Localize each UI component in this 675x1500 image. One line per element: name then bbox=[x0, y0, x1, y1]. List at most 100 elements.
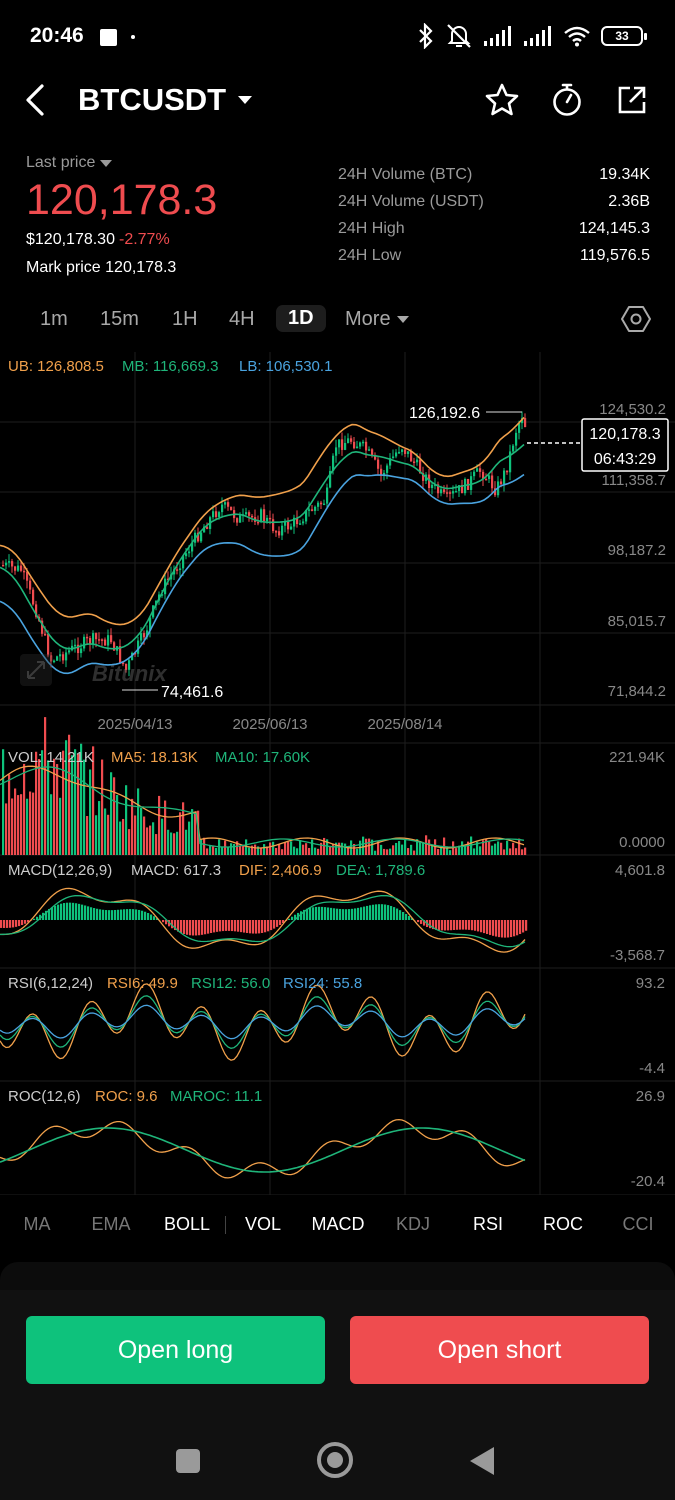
candle bbox=[395, 452, 398, 457]
chart-settings-icon[interactable] bbox=[621, 304, 651, 334]
recent-apps-icon[interactable] bbox=[176, 1449, 200, 1473]
macd-bar bbox=[114, 909, 117, 920]
candle bbox=[443, 489, 446, 493]
candle bbox=[362, 441, 365, 444]
macd-bar bbox=[57, 904, 60, 920]
chart-grid bbox=[0, 352, 675, 1195]
candle bbox=[482, 471, 485, 479]
wifi-icon bbox=[564, 26, 590, 47]
home-icon[interactable] bbox=[317, 1442, 353, 1478]
macd-bar bbox=[264, 920, 267, 933]
macd-bar bbox=[354, 908, 357, 920]
candle bbox=[296, 517, 299, 525]
macd-bar bbox=[201, 920, 204, 935]
open-short-button[interactable]: Open short bbox=[350, 1316, 649, 1384]
volume-bar bbox=[470, 836, 473, 855]
candle bbox=[5, 562, 8, 566]
roc-lines bbox=[0, 1118, 526, 1179]
candle bbox=[422, 473, 425, 481]
open-long-button[interactable]: Open long bbox=[26, 1316, 325, 1384]
volume-bar bbox=[437, 849, 440, 855]
timer-icon[interactable] bbox=[547, 80, 587, 120]
tab-vol[interactable]: VOL bbox=[244, 1214, 282, 1234]
volume-bar bbox=[122, 818, 125, 855]
candle bbox=[203, 526, 206, 533]
candle bbox=[176, 569, 179, 571]
tab-ma[interactable]: MA bbox=[23, 1214, 51, 1234]
tab-kdj[interactable]: KDJ bbox=[395, 1214, 431, 1234]
volume-bar bbox=[287, 841, 290, 855]
candle bbox=[215, 511, 218, 517]
volume-bar bbox=[404, 839, 407, 855]
vol-max: 221.94K bbox=[609, 749, 665, 766]
price-chart[interactable]: Bitunix UB: 126,808.5 MB: 116,669.3 LB: … bbox=[0, 350, 675, 1195]
macd-bar bbox=[27, 920, 30, 923]
volume-bar bbox=[194, 811, 197, 855]
tab-macd[interactable]: MACD bbox=[311, 1214, 365, 1234]
tab-rsi[interactable]: RSI bbox=[472, 1214, 504, 1234]
macd-bar bbox=[249, 920, 252, 934]
volume-bar bbox=[488, 841, 491, 855]
volume-bar bbox=[440, 846, 443, 855]
candle bbox=[191, 542, 194, 552]
tab-4h[interactable]: 4H bbox=[229, 308, 255, 330]
tab-ema[interactable]: EMA bbox=[91, 1214, 131, 1234]
volume-bar bbox=[5, 803, 8, 855]
macd-bar bbox=[450, 920, 453, 931]
macd-bar bbox=[174, 920, 177, 931]
tab-roc[interactable]: ROC bbox=[543, 1214, 583, 1234]
candle bbox=[185, 553, 188, 557]
macd-max: 4,601.8 bbox=[615, 862, 665, 879]
orders-tab-strip bbox=[0, 1262, 675, 1292]
share-icon[interactable] bbox=[612, 80, 652, 120]
macd-bar bbox=[21, 920, 24, 926]
tab-15m[interactable]: 15m bbox=[100, 308, 139, 330]
candle bbox=[461, 485, 464, 494]
volume-bar bbox=[152, 822, 155, 855]
macd-bar bbox=[315, 906, 318, 920]
macd-bar bbox=[219, 920, 222, 932]
candle bbox=[86, 636, 89, 639]
tab-1h[interactable]: 1H bbox=[172, 308, 198, 330]
back-icon[interactable] bbox=[18, 80, 54, 120]
symbol-selector[interactable]: BTCUSDT bbox=[78, 82, 253, 118]
chevron-down-icon bbox=[238, 96, 253, 104]
candle bbox=[8, 561, 11, 563]
macd-bar bbox=[456, 920, 459, 930]
rsi12: RSI12: 56.0 bbox=[191, 975, 270, 992]
macd-bar bbox=[453, 920, 456, 931]
macd-bar bbox=[405, 913, 408, 920]
macd-bar bbox=[276, 920, 279, 927]
indicator-tabs: MA EMA BOLL VOL MACD KDJ RSI ROC CCI bbox=[0, 1200, 675, 1250]
candle bbox=[56, 656, 59, 661]
tab-cci[interactable]: CCI bbox=[622, 1214, 654, 1234]
volume-bar bbox=[293, 846, 296, 855]
tab-1m[interactable]: 1m bbox=[40, 308, 68, 330]
macd-bar bbox=[447, 920, 450, 931]
tab-boll[interactable]: BOLL bbox=[163, 1214, 211, 1234]
stat-row: 24H High 124,145.3 bbox=[338, 220, 650, 247]
macd-bar bbox=[231, 920, 234, 932]
candle bbox=[353, 441, 356, 449]
last-price-selector[interactable]: Last price bbox=[26, 154, 326, 172]
macd-value: MACD: 617.3 bbox=[131, 862, 221, 879]
legend-ub: UB: 126,808.5 bbox=[8, 358, 104, 375]
favorite-star-icon[interactable] bbox=[482, 80, 522, 120]
volume-bar bbox=[368, 838, 371, 855]
macd-bar bbox=[189, 920, 192, 936]
tab-1d[interactable]: 1D bbox=[276, 305, 326, 332]
candle bbox=[224, 502, 227, 505]
macd-bar bbox=[63, 903, 66, 920]
nav-back-icon[interactable] bbox=[470, 1447, 494, 1475]
macd-bar bbox=[486, 920, 489, 935]
macd-bar bbox=[33, 918, 36, 920]
volume-bar bbox=[449, 850, 452, 855]
roc-value: ROC: 9.6 bbox=[95, 1088, 158, 1105]
volume-bar bbox=[230, 843, 233, 855]
macd-bar bbox=[345, 909, 348, 920]
macd-bar bbox=[36, 916, 39, 920]
volume-bar bbox=[494, 843, 497, 855]
tab-more[interactable]: More bbox=[345, 308, 409, 331]
volume-bar bbox=[335, 842, 338, 855]
volume-bar bbox=[68, 734, 71, 855]
